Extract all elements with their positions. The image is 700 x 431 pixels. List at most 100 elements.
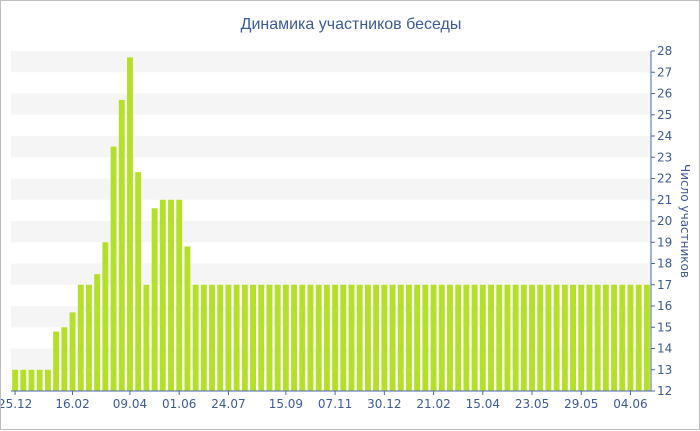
bar — [12, 369, 19, 391]
grid-band — [11, 136, 651, 158]
bar — [479, 284, 486, 391]
bar — [373, 284, 380, 391]
y-tick-label: 28 — [657, 44, 672, 58]
bar — [266, 284, 273, 391]
bar — [28, 369, 35, 391]
bar — [488, 284, 494, 391]
bar — [94, 274, 101, 392]
bar — [512, 284, 519, 391]
bar — [299, 284, 306, 391]
bar — [53, 331, 60, 391]
grid-band — [11, 178, 651, 200]
bar — [127, 57, 133, 392]
bar — [118, 99, 125, 392]
bar — [233, 284, 240, 391]
bar — [602, 284, 609, 391]
bar — [545, 284, 552, 391]
bar — [85, 284, 92, 391]
x-axis-ticks: 25.12 16.02 09.04 01.06 24.07 15.09 07.11 30.12… — [1, 391, 648, 411]
bar — [447, 284, 453, 391]
bar — [291, 284, 298, 391]
bar — [332, 284, 339, 391]
bar — [537, 284, 544, 391]
bar — [553, 284, 560, 391]
bar — [529, 284, 535, 391]
bar — [520, 284, 527, 391]
grid-band — [11, 221, 651, 243]
bar — [258, 284, 265, 391]
bar — [135, 172, 142, 391]
x-tick-label: 01.06 — [162, 397, 196, 411]
bar — [36, 369, 43, 391]
bar — [225, 284, 232, 391]
x-tick-label: 15.04 — [466, 397, 500, 411]
x-tick-label: 21.02 — [416, 397, 450, 411]
bar — [364, 284, 371, 391]
bar — [44, 369, 51, 391]
bar — [356, 284, 363, 391]
x-tick-label: 25.12 — [1, 397, 32, 411]
bar — [217, 284, 224, 391]
chart-title: Динамика участников беседы — [241, 16, 462, 33]
bar — [69, 312, 76, 392]
y-tick-label: 18 — [657, 257, 672, 271]
y-tick-label: 22 — [657, 172, 672, 186]
bar-series — [12, 57, 650, 392]
bar — [594, 284, 601, 391]
y-tick-label: 27 — [657, 65, 672, 79]
bar — [348, 284, 355, 391]
bar — [168, 199, 174, 391]
grid-band — [11, 93, 651, 115]
y-tick-label: 23 — [657, 150, 672, 164]
y-tick-label: 13 — [657, 363, 672, 377]
x-tick-label: 24.07 — [211, 397, 245, 411]
x-tick-label: 16.02 — [55, 397, 89, 411]
x-tick-label: 30.12 — [367, 397, 401, 411]
x-tick-label: 07.11 — [318, 397, 352, 411]
bar — [422, 284, 429, 391]
bar — [463, 284, 470, 391]
bar — [414, 284, 421, 391]
bar — [643, 284, 650, 391]
bar — [250, 284, 257, 391]
bar — [381, 284, 388, 391]
bar — [586, 284, 593, 391]
bar — [611, 284, 618, 391]
bar — [561, 284, 568, 391]
bar — [496, 284, 503, 391]
grid-band — [11, 51, 651, 73]
y-tick-label: 17 — [657, 278, 672, 292]
y-tick-label: 16 — [657, 299, 672, 313]
bar — [340, 284, 347, 391]
x-tick-label: 09.04 — [113, 397, 147, 411]
bar — [570, 284, 577, 391]
y-tick-label: 14 — [657, 342, 672, 356]
bar — [619, 284, 626, 391]
bar — [438, 284, 445, 391]
bar — [397, 284, 404, 391]
bar — [151, 208, 158, 391]
bar — [209, 284, 215, 391]
bar — [274, 284, 281, 391]
bar — [430, 284, 437, 391]
bar — [61, 327, 68, 391]
y-axis-ticks: 12 13 14 15 16 17 18 19 20 21 22 23 24 25 26 27 28 — [651, 44, 672, 398]
y-tick-label: 24 — [657, 129, 672, 143]
y-tick-label: 15 — [657, 320, 672, 334]
x-tick-label: 23.05 — [515, 397, 549, 411]
x-tick-label: 29.05 — [564, 397, 598, 411]
y-tick-label: 26 — [657, 87, 672, 101]
bar — [184, 246, 191, 391]
bar — [389, 284, 396, 391]
bar — [455, 284, 462, 391]
bar — [471, 284, 478, 391]
y-tick-label: 20 — [657, 214, 672, 228]
bar — [192, 284, 199, 391]
bar — [627, 284, 634, 391]
y-tick-label: 12 — [657, 384, 672, 398]
bar — [102, 242, 109, 391]
bar — [307, 284, 314, 391]
bar — [110, 146, 117, 392]
bar — [77, 284, 84, 391]
